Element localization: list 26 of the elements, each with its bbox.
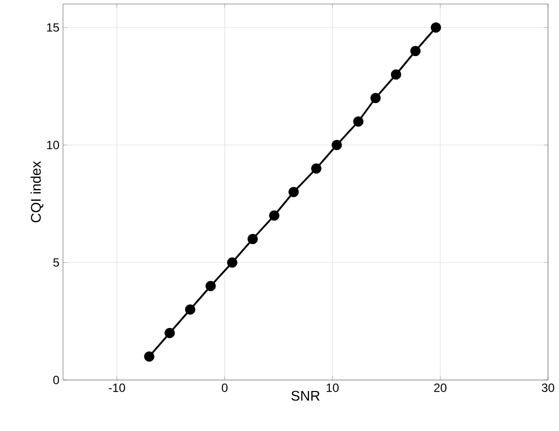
point xyxy=(390,69,402,80)
point xyxy=(144,351,154,362)
x-tick-label: 30 xyxy=(542,384,554,392)
y-axis-title: CQI index xyxy=(30,161,44,222)
point xyxy=(410,46,421,56)
x-tick-label: 20 xyxy=(434,384,446,392)
point xyxy=(227,257,238,268)
point xyxy=(205,280,216,292)
point xyxy=(288,186,299,198)
point xyxy=(164,328,175,338)
point xyxy=(353,116,364,127)
x-tick-label: 0 xyxy=(222,384,228,392)
point xyxy=(311,163,322,174)
y-tick-label: 5 xyxy=(53,258,59,267)
point xyxy=(248,234,258,244)
point xyxy=(370,92,381,104)
y-tick-label: 0 xyxy=(53,376,60,384)
point xyxy=(269,210,280,221)
x-tick-label: 10 xyxy=(326,384,339,392)
point xyxy=(184,304,196,315)
y-tick-label: 10 xyxy=(47,140,60,150)
x-axis-title: SNR xyxy=(291,390,320,401)
x-tick-label: -10 xyxy=(108,384,126,392)
y-tick-label: 15 xyxy=(47,23,59,32)
point xyxy=(332,140,342,150)
point xyxy=(430,22,442,33)
